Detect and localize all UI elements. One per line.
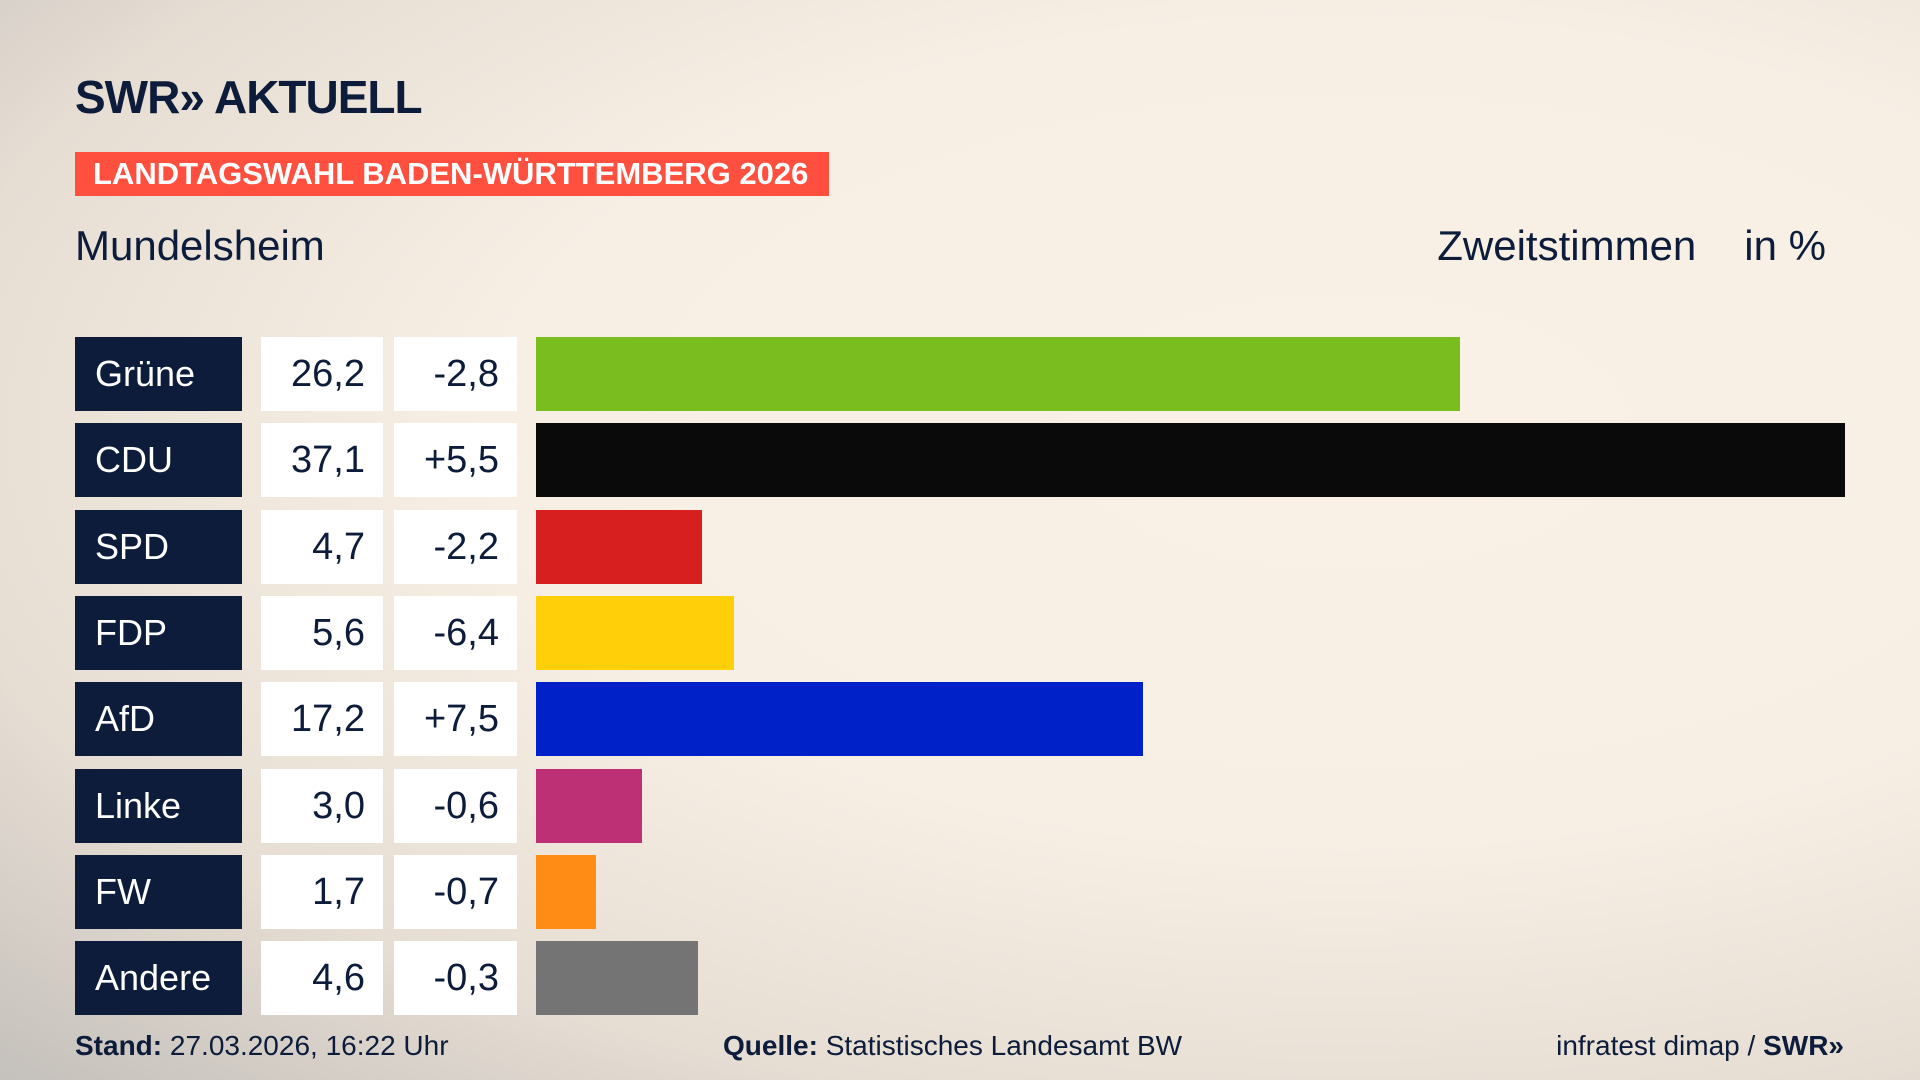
diff-label: -2,8 [394, 337, 517, 411]
diff-label: -0,3 [394, 941, 517, 1016]
party-label: FW [75, 854, 242, 929]
party-label: Grüne [75, 337, 242, 411]
party-label: Linke [75, 768, 242, 843]
party-label: AfD [75, 682, 242, 757]
value-label: 1,7 [261, 854, 383, 929]
value-label: 37,1 [261, 423, 383, 498]
value-label: 5,6 [261, 595, 383, 670]
stand-label: Stand: [75, 1030, 163, 1061]
bar-grne [536, 337, 1461, 411]
metric-label: Zweitstimmen in % [1437, 222, 1826, 270]
party-label: Andere [75, 941, 242, 1016]
unit-label: in % [1744, 222, 1826, 269]
value-label: 17,2 [261, 682, 383, 757]
party-label: CDU [75, 423, 242, 498]
party-row: FDP 5,6 -6,4 [75, 595, 1875, 670]
diff-label: -2,2 [394, 509, 517, 584]
swr-logo-small: SWR» [1763, 1030, 1844, 1061]
metric-name: Zweitstimmen [1437, 222, 1697, 269]
value-label: 4,6 [261, 941, 383, 1016]
source-info: Quelle: Statistisches Landesamt BW [723, 1030, 1182, 1062]
diff-label: +7,5 [394, 682, 517, 757]
party-row: AfD 17,2 +7,5 [75, 682, 1875, 757]
source-value: Statistisches Landesamt BW [825, 1030, 1183, 1061]
diff-label: -0,7 [394, 854, 517, 929]
diff-label: +5,5 [394, 423, 517, 498]
place-title: Mundelsheim [75, 222, 325, 269]
election-banner: LANDTAGSWAHL BADEN-WÜRTTEMBERG 2026 [75, 152, 829, 196]
credit-info: infratest dimap / SWR» [1556, 1030, 1844, 1062]
diff-label: -6,4 [394, 595, 517, 670]
party-row: CDU 37,1 +5,5 [75, 423, 1875, 498]
party-row: Andere 4,6 -0,3 [75, 941, 1875, 1016]
value-label: 3,0 [261, 768, 383, 843]
bar-fdp [536, 595, 734, 670]
party-label: FDP [75, 595, 242, 670]
party-row: SPD 4,7 -2,2 [75, 509, 1875, 584]
source-label: Quelle: [723, 1030, 818, 1061]
credit-text: infratest dimap / [1556, 1030, 1756, 1061]
value-label: 26,2 [261, 337, 383, 411]
party-row: Linke 3,0 -0,6 [75, 768, 1875, 843]
bar-afd [536, 682, 1143, 757]
swr-aktuell-logo: SWR» AKTUELL [75, 71, 423, 123]
party-row: FW 1,7 -0,7 [75, 854, 1875, 929]
stand-info: Stand: 27.03.2026, 16:22 Uhr [75, 1030, 449, 1062]
bar-andere [536, 941, 699, 1016]
stand-value: 27.03.2026, 16:22 Uhr [169, 1030, 449, 1061]
diff-label: -0,6 [394, 768, 517, 843]
bar-cdu [536, 423, 1845, 498]
party-row: Grüne 26,2 -2,8 [75, 337, 1875, 411]
party-label: SPD [75, 509, 242, 584]
bar-linke [536, 768, 642, 843]
bar-fw [536, 854, 596, 929]
value-label: 4,7 [261, 509, 383, 584]
bar-spd [536, 509, 702, 584]
